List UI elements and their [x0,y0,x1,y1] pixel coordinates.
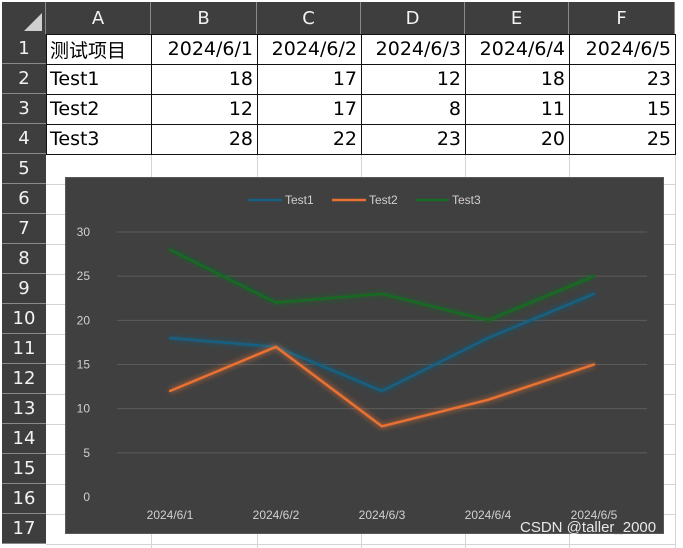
row-header-4[interactable]: 4 [2,124,46,154]
data-point-test2[interactable] [274,345,278,349]
y-tick-label: 15 [77,358,91,372]
legend-label[interactable]: Test3 [452,193,481,207]
data-point-test3[interactable] [592,274,596,278]
table-cell[interactable]: 22 [332,128,357,150]
row-header-14[interactable]: 14 [2,424,46,454]
table-cell[interactable]: 18 [540,68,565,90]
row-header-16[interactable]: 16 [2,484,46,514]
row-header-15[interactable]: 15 [2,454,46,484]
table-cell[interactable]: Test3 [50,128,100,150]
data-point-test3[interactable] [380,292,384,296]
chart-plot: 0 5 10 15 20 25 30 2024/6/1 2024/6/2 2024/6/3 2024… [77,193,647,522]
table-border [46,64,676,65]
table-cell[interactable]: 12 [228,98,253,120]
gridline [675,34,676,548]
table-header-cell[interactable]: 2024/6/3 [375,38,461,60]
table-cell[interactable]: 15 [646,98,671,120]
series-line-test2[interactable] [169,345,595,428]
row-header-7[interactable]: 7 [2,214,46,244]
row-header-3[interactable]: 3 [2,94,46,124]
row-header-17[interactable]: 17 [2,514,46,544]
data-point-test3[interactable] [168,248,172,251]
table-cell[interactable]: 25 [646,128,671,150]
table-cell[interactable]: 28 [228,128,253,150]
data-point-test1[interactable] [486,336,490,340]
table-border [46,94,676,95]
column-header-e[interactable]: E [465,2,569,34]
data-point-test2[interactable] [486,398,490,402]
table-border [46,124,676,125]
y-tick-label: 30 [77,225,91,239]
table-cell[interactable]: 23 [436,128,461,150]
table-cell[interactable]: 18 [228,68,253,90]
legend-label[interactable]: Test1 [285,193,314,207]
table-cell[interactable]: 17 [332,68,357,90]
column-header-a[interactable]: A [46,2,151,34]
table-cell[interactable]: 20 [540,128,565,150]
row-header-6[interactable]: 6 [2,184,46,214]
data-point-test3[interactable] [486,319,490,322]
column-header-c[interactable]: C [257,2,361,34]
row-header-2[interactable]: 2 [2,64,46,94]
watermark: CSDN @taller_2000 [520,519,657,536]
table-cell[interactable]: 8 [448,98,461,120]
gridline [46,544,675,545]
data-point-test2[interactable] [380,425,384,428]
legend-label[interactable]: Test2 [369,193,398,207]
row-header-8[interactable]: 8 [2,244,46,274]
y-tick-label: 0 [83,490,90,504]
table-cell[interactable]: 12 [436,68,461,90]
row-header-13[interactable]: 13 [2,394,46,424]
y-tick-label: 5 [83,446,90,460]
table-header-cell[interactable]: 2024/6/1 [167,38,253,60]
data-point-test2[interactable] [592,363,596,366]
y-tick-label: 10 [77,402,91,416]
table-cell[interactable]: 17 [332,98,357,120]
row-header-5[interactable]: 5 [2,154,46,184]
data-point-test1[interactable] [380,389,384,393]
table-header-cell[interactable]: 2024/6/2 [271,38,357,60]
x-tick-label: 2024/6/4 [465,508,512,522]
x-tick-label: 2024/6/1 [147,508,194,522]
series-line-test1[interactable] [169,292,595,393]
data-point-test1[interactable] [168,336,172,340]
table-cell[interactable]: 11 [540,98,565,120]
table-cell[interactable]: Test1 [50,68,100,90]
select-all-triangle-icon [24,13,42,31]
line-chart[interactable]: 0 5 10 15 20 25 30 2024/6/1 2024/6/2 2024/6/3 2024… [65,177,664,534]
table-cell[interactable]: Test2 [50,98,100,120]
data-point-test1[interactable] [592,292,596,296]
row-header-11[interactable]: 11 [2,334,46,364]
column-header-d[interactable]: D [361,2,465,34]
select-all-corner[interactable] [2,2,46,34]
x-tick-label: 2024/6/2 [253,508,300,522]
table-header-cell[interactable]: 2024/6/4 [479,38,565,60]
row-header-12[interactable]: 12 [2,364,46,394]
x-tick-label: 2024/6/3 [359,508,406,522]
table-header-cell[interactable]: 2024/6/5 [585,38,671,60]
column-header-f[interactable]: F [569,2,675,34]
table-header-cell[interactable]: 测试项目 [50,39,127,62]
x-tick-label: 2024/6/5 [571,508,618,522]
data-point-test2[interactable] [168,389,172,393]
y-tick-label: 25 [77,269,91,283]
y-tick-label: 20 [77,313,91,327]
row-header-9[interactable]: 9 [2,274,46,304]
series-line-test3[interactable] [169,248,595,322]
row-header-1[interactable]: 1 [2,34,46,64]
table-border [46,34,676,35]
column-header-b[interactable]: B [151,2,257,34]
table-border [46,154,676,155]
data-point-test3[interactable] [274,301,278,304]
row-header-10[interactable]: 10 [2,304,46,334]
table-cell[interactable]: 23 [646,68,671,90]
